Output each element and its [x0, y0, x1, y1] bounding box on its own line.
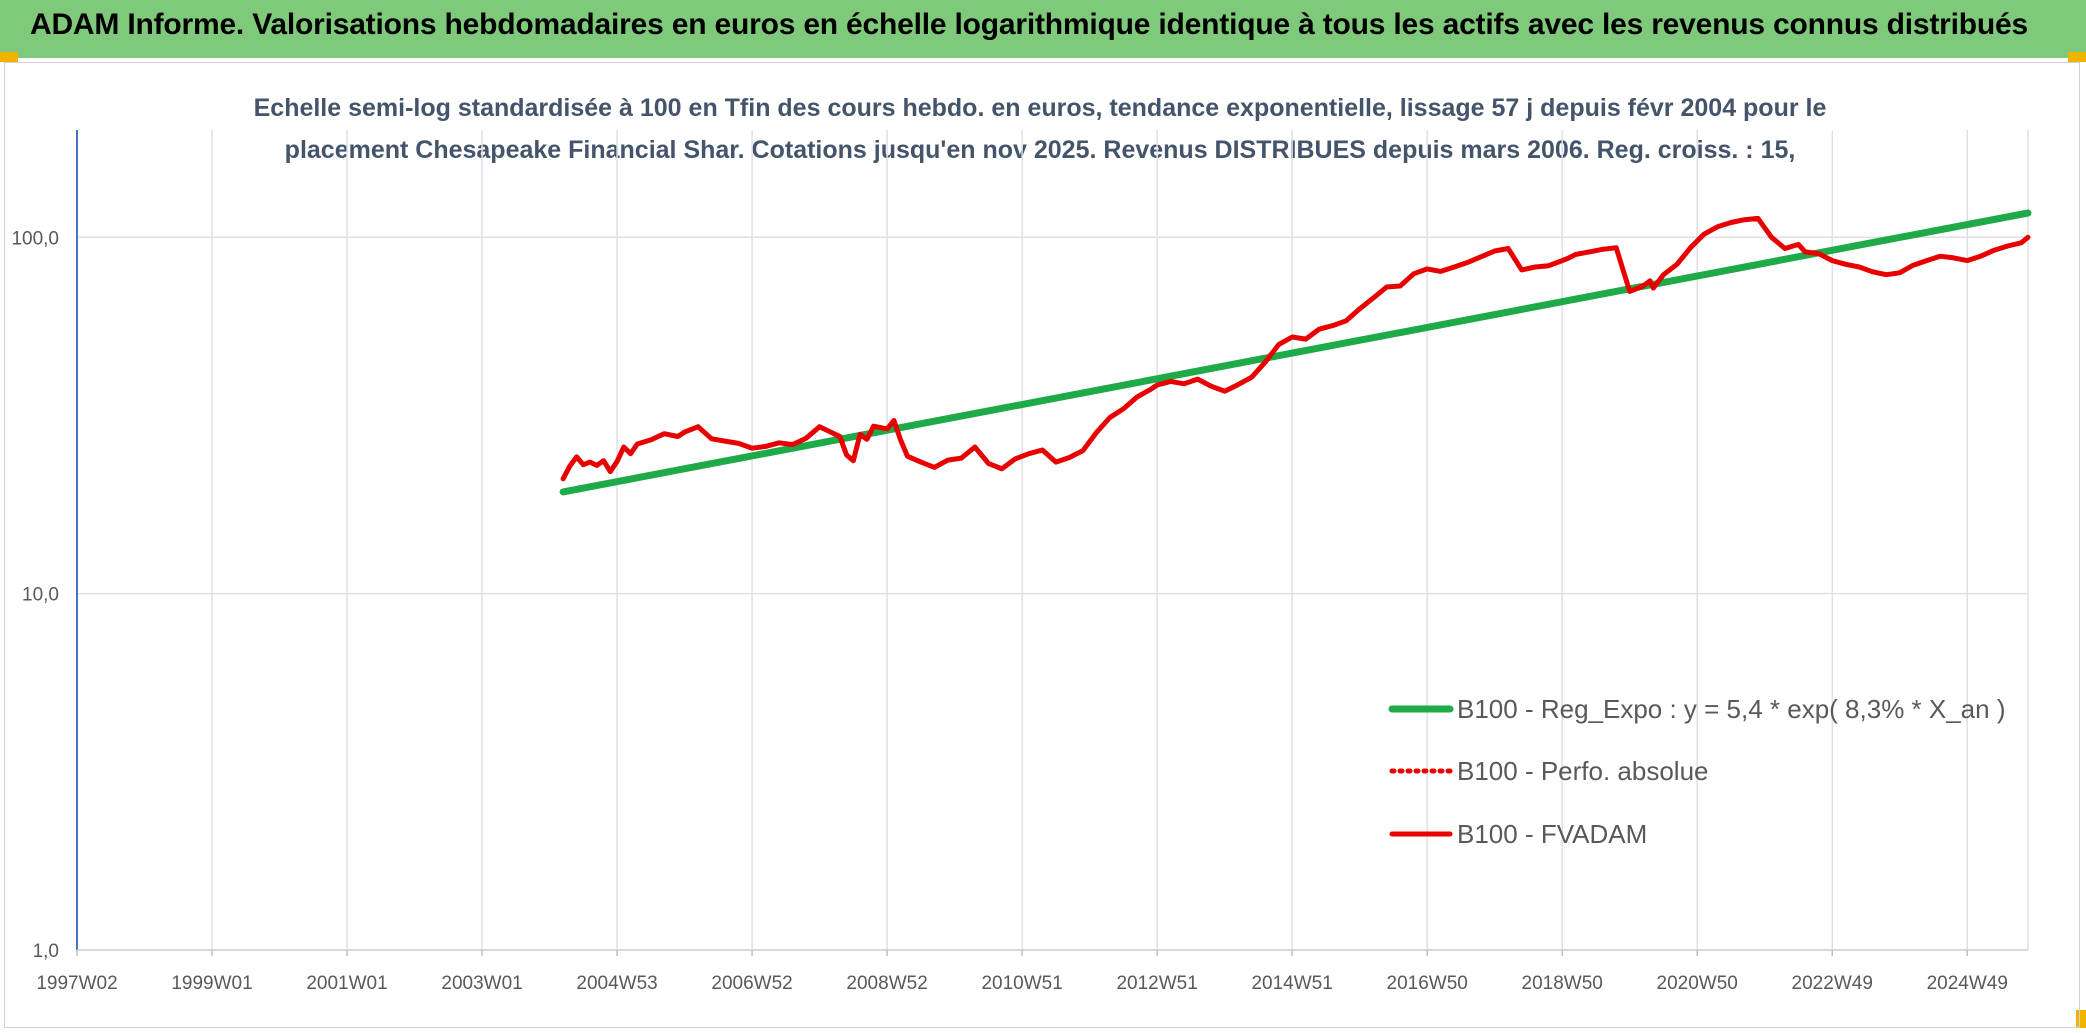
y-tick-label: 100,0	[11, 228, 59, 249]
x-tick-label: 2004W53	[576, 973, 657, 994]
x-tick-label: 2006W52	[711, 973, 792, 994]
chart-grid	[76, 130, 2029, 951]
chart-frame	[4, 62, 2080, 1028]
legend-label: B100 - FVADAM	[1457, 819, 1647, 849]
x-tick-label: 2020W50	[1657, 973, 1738, 994]
corner-accent-left	[0, 52, 18, 62]
x-tick-label: 2008W52	[846, 973, 927, 994]
x-tick-label: 2010W51	[981, 973, 1062, 994]
x-tick-label: 2012W51	[1116, 973, 1197, 994]
chart-series	[559, 209, 2032, 496]
legend-label: B100 - Perfo. absolue	[1457, 756, 1709, 786]
chart-title: Echelle semi-log standardisée à 100 en T…	[254, 94, 1827, 164]
legend-label: B100 - Reg_Expo : y = 5,4 * exp( 8,3% * …	[1457, 694, 2006, 724]
chart-axes: 1,0 10,0 100,0 1997W02 1999W01 2001W01 2003W01…	[11, 130, 2028, 994]
page-title: ADAM Informe. Valorisations hebdomadaire…	[30, 8, 2028, 41]
series-line-0	[559, 209, 2032, 496]
x-tick-label: 2022W49	[1792, 973, 1873, 994]
chart-title-line: placement Chesapeake Financial Shar. Cot…	[285, 136, 1796, 164]
x-tick-label: 1997W02	[36, 973, 117, 994]
x-tick-label: 2014W51	[1251, 973, 1332, 994]
series-line-2	[560, 215, 2031, 482]
chart-title-line: Echelle semi-log standardisée à 100 en T…	[254, 94, 1827, 122]
header-bar: ADAM Informe. Valorisations hebdomadaire…	[0, 0, 2086, 58]
chart-legend: B100 - Reg_Expo : y = 5,4 * exp( 8,3% * …	[1388, 694, 2006, 849]
x-tick-label: 1999W01	[171, 973, 252, 994]
x-tick-label: 2016W50	[1387, 973, 1468, 994]
y-tick-label: 1,0	[33, 941, 59, 962]
corner-accent-right	[2068, 52, 2086, 62]
x-tick-label: 2003W01	[441, 973, 522, 994]
x-tick-label: 2024W49	[1927, 973, 2008, 994]
x-tick-label: 2018W50	[1522, 973, 1603, 994]
y-tick-label: 10,0	[22, 585, 59, 606]
corner-accent-bottom-right	[2076, 1010, 2086, 1028]
x-tick-label: 2001W01	[306, 973, 387, 994]
